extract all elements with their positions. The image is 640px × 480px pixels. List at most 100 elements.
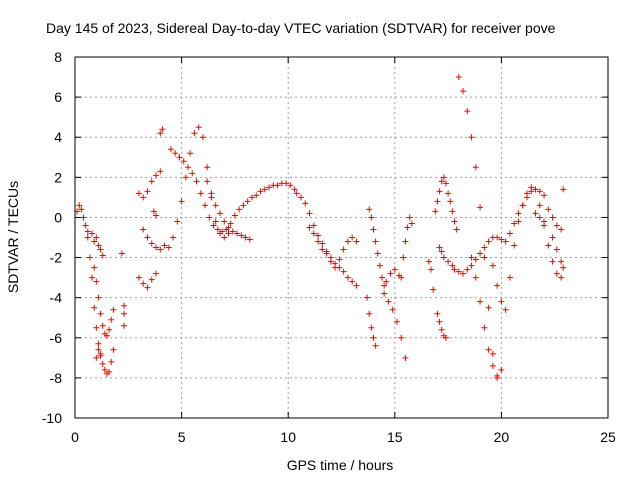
data-point [498, 366, 505, 373]
data-point [455, 74, 462, 81]
data-point [89, 274, 96, 281]
data-point [121, 310, 128, 317]
y-tick-label: 2 [54, 169, 62, 185]
data-point [523, 190, 530, 197]
data-point [195, 124, 202, 131]
data-point [511, 242, 518, 249]
data-point [306, 224, 313, 231]
data-point [549, 234, 556, 241]
data-point [436, 244, 443, 251]
chart-title: Day 145 of 2023, Sidereal Day-to-day VTE… [46, 20, 556, 36]
series-arc-3 [91, 264, 117, 339]
data-point [291, 186, 298, 193]
data-point [274, 182, 281, 189]
data-point [389, 306, 396, 313]
data-point [383, 278, 390, 285]
x-tick-labels: 0 5 10 15 20 25 [71, 429, 616, 445]
data-point [502, 238, 509, 245]
data-point [78, 206, 85, 213]
data-point [464, 108, 471, 115]
data-point [404, 224, 411, 231]
data-point [108, 316, 115, 323]
data-point [178, 198, 185, 205]
data-point [93, 234, 100, 241]
data-point [553, 270, 560, 277]
data-point [336, 256, 343, 263]
data-point [442, 334, 449, 341]
y-tick-label: 6 [54, 89, 62, 105]
data-point [472, 256, 479, 263]
data-point [99, 252, 106, 259]
data-point [442, 180, 449, 187]
x-axis-title: GPS time / hours [287, 457, 394, 473]
data-point [494, 372, 501, 379]
data-point [148, 276, 155, 283]
data-point [494, 282, 501, 289]
plot-frame [74, 56, 609, 419]
data-point [368, 214, 375, 221]
data-point [165, 244, 172, 251]
data-point [481, 324, 488, 331]
data-point [287, 182, 294, 189]
data-point [549, 214, 556, 221]
data-point [464, 266, 471, 273]
data-point [95, 340, 102, 347]
data-point [460, 270, 467, 277]
data-point [319, 246, 326, 253]
data-point [472, 164, 479, 171]
data-point [150, 208, 157, 215]
data-point [393, 318, 400, 325]
data-point [202, 202, 209, 209]
data-point [381, 282, 388, 289]
data-point [344, 238, 351, 245]
data-point [121, 302, 128, 309]
data-point [425, 258, 432, 265]
y-tick-label: 4 [54, 129, 62, 145]
data-point [558, 258, 565, 265]
data-point [451, 266, 458, 273]
data-point [327, 258, 334, 265]
data-point [257, 188, 264, 195]
data-point [477, 298, 484, 305]
data-point [240, 202, 247, 209]
data-point [297, 194, 304, 201]
series-arc-22 [434, 310, 449, 341]
data-point [101, 366, 108, 373]
data-point [428, 266, 435, 273]
series-arc-19 [398, 214, 415, 281]
data-point [366, 310, 373, 317]
data-point [99, 360, 106, 367]
data-point [370, 334, 377, 341]
data-point [310, 230, 317, 237]
data-point [310, 222, 317, 229]
data-point [402, 354, 409, 361]
data-point [97, 350, 104, 357]
series-arc-8 [140, 226, 168, 253]
data-point [302, 200, 309, 207]
data-point [148, 240, 155, 247]
data-point [438, 178, 445, 185]
data-point [494, 234, 501, 241]
data-point [167, 146, 174, 153]
data-point [225, 224, 232, 231]
data-point [536, 202, 543, 209]
data-point [506, 230, 513, 237]
data-point [502, 306, 509, 313]
data-point [545, 242, 552, 249]
data-point [434, 198, 441, 205]
series-arc-16 [366, 206, 403, 289]
data-point [353, 238, 360, 245]
series-arc-7 [135, 168, 164, 201]
series-arc-20 [425, 258, 437, 293]
data-point [174, 218, 181, 225]
data-point [176, 154, 183, 161]
data-point [99, 322, 106, 329]
data-point [84, 228, 91, 235]
data-point [153, 244, 160, 251]
data-point [187, 150, 194, 157]
data-point [449, 262, 456, 269]
x-tick-label: 20 [494, 429, 510, 445]
data-point [229, 228, 236, 235]
data-point [498, 236, 505, 243]
series-arc-11 [167, 146, 298, 235]
